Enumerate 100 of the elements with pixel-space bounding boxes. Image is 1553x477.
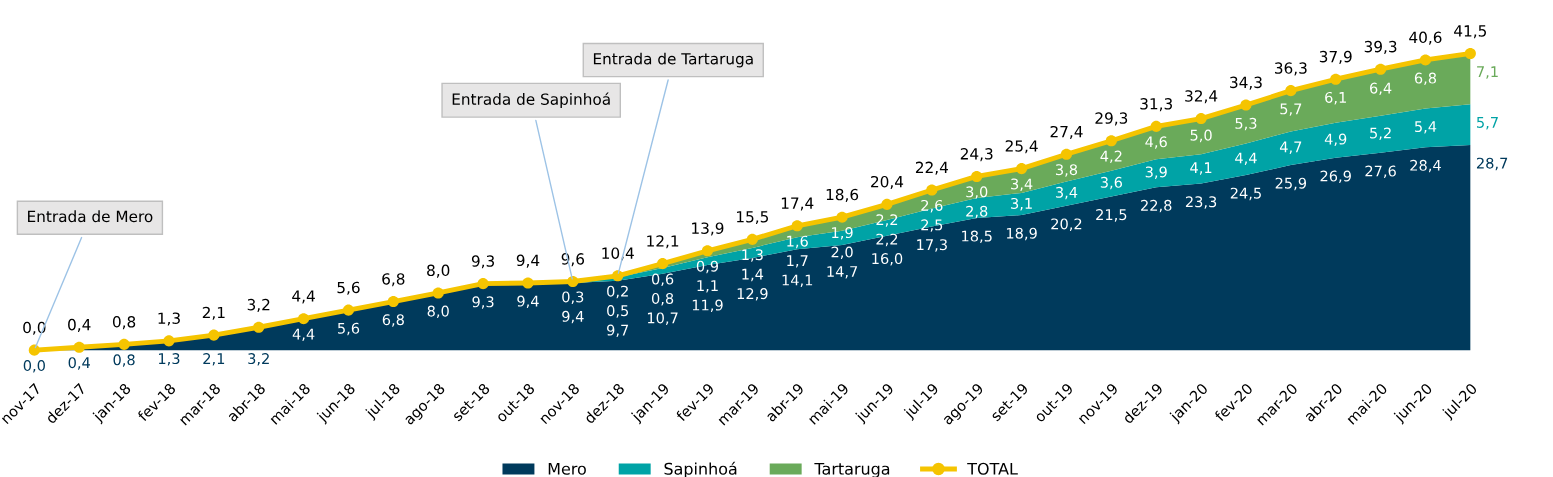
- data-label: 18,5: [962, 230, 992, 244]
- data-label: 3,4: [1055, 186, 1078, 200]
- data-label: 3,9: [1145, 166, 1167, 179]
- point: [208, 329, 220, 341]
- data-label: 15,5: [737, 211, 769, 225]
- data-label: 4,1: [1190, 162, 1212, 175]
- data-label: 28,7: [1476, 157, 1508, 171]
- data-label: 1,3: [158, 353, 180, 366]
- data-label: 24,5: [1230, 187, 1261, 201]
- point: [791, 220, 803, 232]
- point: [746, 233, 758, 245]
- data-label: 3,4: [1011, 178, 1033, 191]
- data-label: 5,2: [1370, 127, 1391, 140]
- legend-label: Sapinhoá: [664, 461, 737, 477]
- data-label: 32,4: [1185, 90, 1218, 104]
- data-label: 4,9: [1324, 133, 1347, 147]
- data-label: 31,3: [1140, 98, 1172, 112]
- data-label: 2,1: [202, 306, 225, 320]
- data-label: 20,4: [871, 175, 904, 190]
- point: [1419, 54, 1432, 66]
- data-label: 12,9: [737, 288, 768, 301]
- data-label: 3,1: [1011, 197, 1032, 211]
- data-label: 1,9: [832, 227, 853, 240]
- data-label: 10,7: [647, 312, 678, 325]
- data-label: 23,3: [1185, 196, 1217, 209]
- data-label: 5,0: [1190, 129, 1212, 143]
- data-label: 13,9: [692, 222, 724, 236]
- data-label: 5,7: [1477, 117, 1498, 130]
- data-label: 6,1: [1325, 91, 1346, 105]
- data-label: 7,1: [1477, 66, 1498, 79]
- legend-label: Tartaruga: [814, 462, 890, 477]
- data-label: 0,8: [651, 292, 674, 306]
- point: [701, 245, 714, 257]
- data-label: 12,1: [647, 235, 679, 249]
- annotation: Entrada de Mero: [28, 210, 153, 223]
- data-label: 3,2: [248, 353, 269, 366]
- point: [971, 170, 983, 183]
- point: [657, 258, 669, 270]
- data-label: 24,3: [960, 148, 993, 162]
- point: [73, 341, 85, 353]
- point: [1105, 135, 1117, 147]
- data-label: 29,3: [1095, 112, 1128, 126]
- point: [118, 338, 130, 350]
- data-label: 2,2: [876, 233, 898, 247]
- data-label: 11,9: [692, 299, 723, 313]
- data-label: 9,3: [471, 255, 495, 269]
- data-label: 5,6: [338, 322, 360, 336]
- data-label: 5,3: [1235, 117, 1257, 131]
- data-label: 8,0: [427, 264, 450, 278]
- point: [1016, 163, 1028, 175]
- data-label: 0,9: [696, 260, 719, 274]
- point: [1285, 85, 1297, 97]
- data-label: 0,0: [23, 321, 46, 335]
- data-label: 1,7: [787, 255, 808, 268]
- data-label: 2,8: [966, 205, 988, 219]
- data-label: 0,5: [607, 305, 629, 318]
- data-label: 17,3: [917, 239, 947, 252]
- data-label: 4,2: [1100, 150, 1122, 164]
- data-label: 37,9: [1319, 50, 1352, 64]
- data-label: 17,4: [781, 197, 814, 211]
- data-label: 39,3: [1364, 40, 1397, 54]
- data-label: 9,4: [517, 295, 539, 309]
- data-label: 20,2: [1051, 218, 1082, 231]
- point: [253, 321, 265, 333]
- data-label: 4,7: [1279, 141, 1302, 154]
- data-label: 25,9: [1275, 177, 1307, 191]
- point: [567, 275, 579, 288]
- data-label: 3,2: [247, 298, 270, 312]
- point: [926, 184, 938, 196]
- data-label: 36,3: [1275, 62, 1307, 76]
- data-label: 10,4: [602, 247, 634, 261]
- data-label: 1,1: [697, 280, 718, 293]
- data-label: 2,1: [203, 353, 225, 366]
- data-label: 9,6: [561, 253, 585, 267]
- data-label: 34,3: [1230, 76, 1262, 90]
- point: [298, 313, 310, 325]
- data-label: 0,6: [651, 273, 674, 287]
- data-label: 3,0: [966, 186, 988, 199]
- data-label: 0,2: [607, 285, 628, 299]
- data-label: 0,4: [68, 318, 91, 332]
- data-label: 4,4: [292, 290, 315, 304]
- point: [836, 211, 848, 223]
- point: [1375, 63, 1387, 75]
- point: [1195, 113, 1207, 125]
- data-label: 0,8: [112, 316, 136, 330]
- data-label: 2,5: [921, 219, 943, 232]
- data-label: 2,6: [921, 199, 943, 213]
- data-label: 2,0: [831, 246, 853, 260]
- data-label: 16,0: [872, 253, 903, 266]
- data-label: 0,4: [68, 357, 90, 370]
- point: [387, 295, 399, 308]
- point: [1240, 99, 1252, 111]
- point: [477, 278, 489, 290]
- point: [28, 344, 40, 356]
- data-label: 25,4: [1005, 140, 1038, 154]
- point: [432, 287, 444, 299]
- annotation: Entrada de Tartaruga: [593, 52, 753, 68]
- legend-label: Mero: [548, 462, 586, 475]
- data-label: 2,2: [876, 214, 898, 227]
- data-label: 41,5: [1454, 25, 1487, 39]
